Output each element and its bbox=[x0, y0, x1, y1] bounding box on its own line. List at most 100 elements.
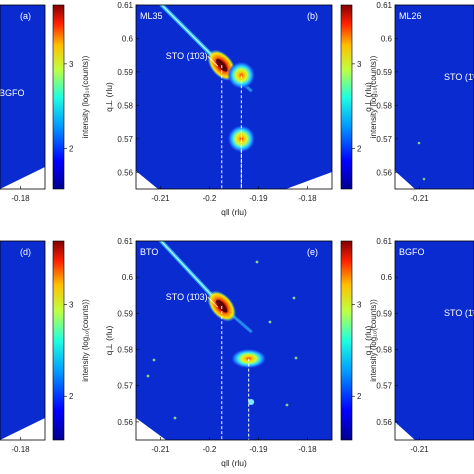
panel-frame bbox=[0, 4, 46, 190]
heatmap-background bbox=[136, 241, 332, 440]
sample-label: BGFO bbox=[399, 247, 425, 257]
y-tick-label: 0.59 bbox=[376, 68, 392, 77]
x-tick-label: -0.21 bbox=[410, 445, 429, 454]
colorbar-label: intensity (log₁₀(counts)) bbox=[81, 299, 90, 382]
sto-label: STO (1̄03) bbox=[166, 51, 208, 61]
x-tick-label: -0.18 bbox=[298, 194, 317, 203]
panel-letter: (e) bbox=[307, 247, 318, 257]
heatmap-background bbox=[395, 5, 474, 189]
colorbar-label: intensity (log₁₀(counts)) bbox=[81, 55, 90, 138]
sample-label: ML26 bbox=[399, 11, 422, 21]
sto-label: STO (1̄03) bbox=[444, 72, 474, 82]
heatmap-background bbox=[0, 5, 45, 189]
panel-5: STO (1̄03) (e) BTO -0.21 -0.2 -0.19 -0.18 0.61 0… bbox=[104, 237, 378, 468]
y-tick-label: 0.6 bbox=[381, 34, 393, 43]
colorbar bbox=[52, 4, 65, 190]
x-tick-label: -0.21 bbox=[151, 194, 170, 203]
colorbar bbox=[340, 240, 353, 441]
sto-label-leader bbox=[207, 296, 219, 308]
colorbar-tick-label: 3 bbox=[69, 60, 74, 69]
sto-label-leader bbox=[207, 55, 219, 67]
noise-spot bbox=[268, 320, 272, 324]
y-tick-label: 0.56 bbox=[376, 418, 392, 427]
noise-spot bbox=[417, 141, 421, 145]
y-tick-label: 0.57 bbox=[376, 135, 392, 144]
noise-spot bbox=[292, 296, 296, 300]
colorbar-tick-label: 3 bbox=[357, 60, 362, 69]
sto-label: STO (1̄03) bbox=[444, 308, 474, 318]
x-tick-label: -0.18 bbox=[11, 194, 30, 203]
panel-3: ML26 STO (1̄03) -0.21 0.61 0.6 0.59 0.58 0.57 0.… bbox=[363, 1, 474, 203]
noise-spot bbox=[146, 374, 150, 378]
colorbar-tick-label: 2 bbox=[69, 145, 74, 154]
noise-spot bbox=[285, 403, 289, 407]
panel-2: STO (1̄03) (b) ML35 -0.21 -0.2 -0.19 -0.18 0.61… bbox=[104, 1, 378, 217]
y-tick-label: 0.57 bbox=[117, 135, 133, 144]
x-tick-label: -0.2 bbox=[203, 194, 217, 203]
y-tick-label: 0.58 bbox=[117, 101, 133, 110]
detector-edge bbox=[0, 418, 45, 440]
colorbar-tick-label: 3 bbox=[357, 301, 362, 310]
panel-6: BGFO STO (1̄03) -0.21 0.61 0.6 0.59 0.58 0.57 0.… bbox=[363, 237, 474, 454]
y-tick-label: 0.6 bbox=[122, 34, 134, 43]
y-tick-label: 0.56 bbox=[117, 418, 133, 427]
noise-spot bbox=[294, 356, 298, 360]
detector-edge-right bbox=[286, 172, 332, 189]
bgfo-label: BGFO bbox=[0, 88, 25, 98]
panel-frame bbox=[135, 240, 333, 441]
sample-label: BTO bbox=[140, 247, 158, 257]
colorbar-tick-label: 2 bbox=[69, 392, 74, 401]
panel-letter: (d) bbox=[20, 247, 31, 257]
y-tick-label: 0.58 bbox=[117, 346, 133, 355]
y-tick-label: 0.58 bbox=[376, 346, 392, 355]
detector-edge-left bbox=[136, 418, 166, 440]
sample-label: ML35 bbox=[140, 11, 163, 21]
y-tick-label: 0.6 bbox=[122, 273, 134, 282]
x-tick-label: -0.21 bbox=[151, 445, 170, 454]
detector-edge-left bbox=[395, 422, 415, 440]
colorbar-label: intensity (log₁₀(counts)) bbox=[369, 299, 378, 382]
detector-edge-left bbox=[136, 171, 158, 189]
panel-frame bbox=[135, 4, 333, 190]
y-tick-label: 0.61 bbox=[117, 1, 133, 10]
panel-4: (d) -0.18 3 2 intensity (log₁₀(counts)) bbox=[0, 240, 90, 454]
x-tick-label: -0.18 bbox=[298, 445, 317, 454]
noise-spot bbox=[255, 260, 259, 264]
panel-1: (a) BGFO -0.18 3 2 intensity (log₁₀(counts)) bbox=[0, 4, 90, 203]
colorbar-label: intensity (log₁₀(counts)) bbox=[369, 55, 378, 138]
colorbar-tick-label: 2 bbox=[357, 145, 362, 154]
colorbar bbox=[340, 4, 353, 190]
panel-frame bbox=[394, 4, 474, 190]
heatmap-background bbox=[0, 241, 45, 440]
y-tick-label: 0.61 bbox=[376, 237, 392, 246]
heatmap-background bbox=[136, 5, 332, 189]
colorbar-tick-label: 3 bbox=[69, 301, 74, 310]
y-tick-label: 0.61 bbox=[117, 237, 133, 246]
diffraction-features bbox=[158, 5, 256, 153]
heatmap-background bbox=[395, 241, 474, 440]
panel-frame bbox=[0, 240, 46, 441]
y-axis-label: q⊥ (rlu) bbox=[104, 82, 114, 112]
y-tick-label: 0.57 bbox=[376, 382, 392, 391]
noise-spot bbox=[173, 416, 177, 420]
sto-label: STO (1̄03) bbox=[166, 292, 208, 302]
x-axis-label: q‖ (rlu) bbox=[221, 458, 247, 468]
panel-letter: (a) bbox=[20, 11, 31, 21]
y-tick-label: 0.56 bbox=[117, 168, 133, 177]
panel-letter: (b) bbox=[307, 11, 318, 21]
noise-spot bbox=[422, 177, 426, 181]
x-tick-label: -0.2 bbox=[203, 445, 217, 454]
y-tick-label: 0.6 bbox=[381, 273, 393, 282]
x-axis-label: q‖ (rlu) bbox=[221, 207, 247, 217]
colorbar bbox=[52, 240, 65, 441]
detector-edge bbox=[0, 167, 45, 189]
noise-spot bbox=[152, 358, 156, 362]
y-axis-label: q⊥ (rlu) bbox=[363, 326, 373, 356]
minor-spot bbox=[248, 399, 255, 406]
y-tick-label: 0.56 bbox=[376, 168, 392, 177]
y-axis-label: q⊥ (rlu) bbox=[363, 82, 373, 112]
x-tick-label: -0.18 bbox=[11, 445, 30, 454]
y-tick-label: 0.59 bbox=[117, 68, 133, 77]
y-tick-label: 0.59 bbox=[117, 309, 133, 318]
